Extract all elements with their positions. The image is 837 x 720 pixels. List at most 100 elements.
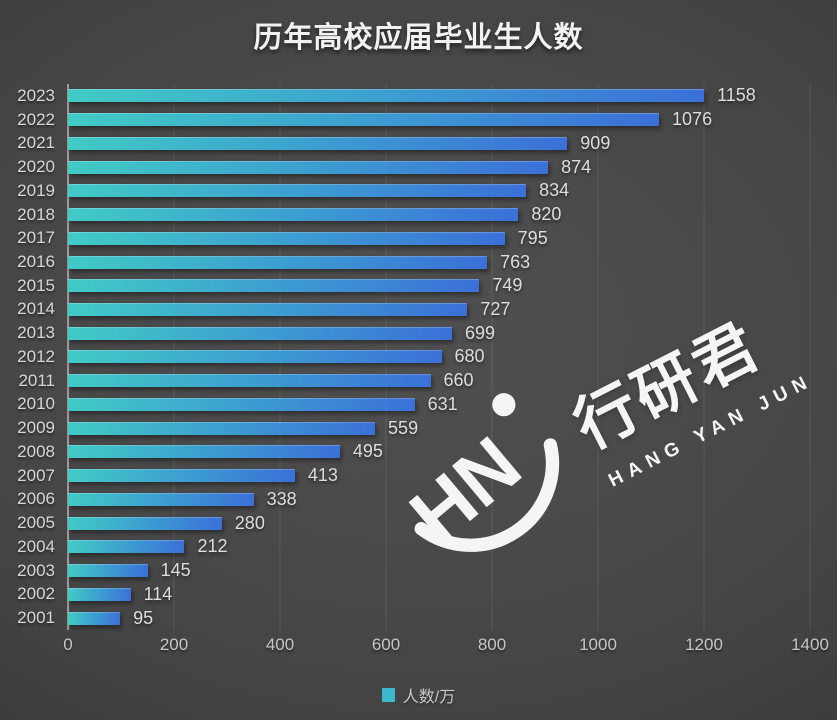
bar-2001 — [68, 611, 121, 625]
bar-track: 874 — [68, 155, 837, 179]
table-row: 2016 763 — [0, 250, 837, 274]
value-label: 1158 — [717, 85, 756, 106]
bar-2016 — [68, 255, 488, 269]
x-axis-tick: 800 — [477, 635, 507, 654]
x-axis-tick: 1200 — [685, 635, 723, 654]
gridline — [491, 84, 493, 630]
bar-track: 145 — [68, 559, 837, 583]
bar-track: 495 — [68, 440, 837, 464]
table-row: 2022 1076 — [0, 108, 837, 132]
legend-label: 人数/万 — [402, 689, 456, 706]
bar-track: 631 — [68, 393, 837, 417]
bar-track: 699 — [68, 321, 837, 345]
legend: 人数/万 — [0, 683, 837, 707]
value-label: 631 — [427, 393, 458, 414]
table-row: 2001 95 — [0, 606, 837, 630]
x-axis-tick: 1400 — [791, 635, 829, 654]
bar-2012 — [68, 350, 442, 364]
value-label: 795 — [517, 227, 548, 248]
y-axis-label: 2004 — [17, 536, 55, 556]
table-row: 2017 795 — [0, 226, 837, 250]
bar-2021 — [68, 136, 568, 150]
table-row: 2009 559 — [0, 416, 837, 440]
bar-track: 413 — [68, 464, 837, 488]
y-axis-label: 2008 — [17, 441, 55, 461]
value-label: 145 — [160, 560, 191, 581]
x-axis-tick: 600 — [371, 635, 401, 654]
y-axis-label: 2001 — [17, 608, 55, 628]
y-axis-label: 2009 — [17, 418, 55, 438]
bar-track: 909 — [68, 131, 837, 155]
y-axis-label: 2020 — [17, 157, 55, 177]
y-axis-label: 2003 — [17, 560, 55, 580]
page-title: 历年高校应届毕业生人数 — [253, 22, 584, 54]
y-axis-label: 2011 — [18, 370, 55, 390]
bar-track: 834 — [68, 179, 837, 203]
bar-2019 — [68, 184, 527, 198]
y-axis-label: 2005 — [17, 513, 55, 533]
table-row: 2010 631 — [0, 393, 837, 417]
table-row: 2021 909 — [0, 131, 837, 155]
bar-track: 1158 — [68, 84, 837, 108]
bar-track: 95 — [68, 606, 837, 630]
table-row: 2003 145 — [0, 559, 837, 583]
bar-track: 212 — [68, 535, 837, 559]
table-row: 2007 413 — [0, 464, 837, 488]
x-axis-tick: 1000 — [579, 635, 617, 654]
legend-marker-icon — [381, 688, 395, 702]
y-axis-label: 2014 — [17, 299, 55, 319]
y-axis-label: 2012 — [17, 346, 55, 366]
bar-2003 — [68, 564, 148, 578]
value-label: 909 — [580, 132, 611, 153]
value-label: 727 — [480, 298, 511, 319]
bar-2022 — [68, 113, 660, 127]
x-axis-tick: 0 — [63, 635, 73, 654]
value-label: 1076 — [672, 109, 713, 130]
bar-track: 280 — [68, 511, 837, 535]
bar-rows: 2023 1158 2022 1076 2021 909 2020 874 2019 834 201… — [0, 84, 837, 630]
y-axis-label: 2010 — [17, 394, 55, 414]
x-axis-tick: 400 — [265, 635, 295, 654]
table-row: 2013 699 — [0, 321, 837, 345]
value-label: 763 — [500, 251, 531, 272]
table-row: 2006 338 — [0, 487, 837, 511]
y-axis-label: 2016 — [17, 252, 55, 271]
table-row: 2004 212 — [0, 535, 837, 559]
bar-track: 795 — [68, 226, 837, 250]
table-row: 2012 680 — [0, 345, 837, 369]
value-label: 559 — [388, 417, 419, 438]
x-axis-tick: 200 — [159, 635, 189, 654]
table-row: 2015 749 — [0, 274, 837, 298]
table-row: 2020 874 — [0, 155, 837, 179]
table-row: 2023 1158 — [0, 84, 837, 108]
bar-track: 114 — [68, 582, 837, 606]
table-row: 2008 495 — [0, 440, 837, 464]
value-label: 699 — [464, 322, 495, 343]
gridline — [809, 84, 811, 630]
bar-2013 — [68, 326, 452, 340]
value-label: 874 — [561, 156, 592, 177]
table-row: 2018 820 — [0, 203, 837, 227]
value-label: 212 — [197, 536, 228, 557]
table-row: 2011 660 — [0, 369, 837, 393]
bar-track: 559 — [68, 416, 837, 440]
value-label: 749 — [492, 275, 523, 296]
value-label: 114 — [143, 583, 173, 604]
bar-track: 749 — [68, 274, 837, 298]
bar-chart: 2023 1158 2022 1076 2021 909 2020 874 2019 834 201… — [0, 84, 837, 654]
bar-track: 680 — [68, 345, 837, 369]
bar-2007 — [68, 469, 295, 483]
gridline — [597, 84, 599, 630]
bar-track: 820 — [68, 203, 837, 227]
value-label: 413 — [307, 465, 338, 486]
table-row: 2014 727 — [0, 298, 837, 322]
value-label: 95 — [133, 607, 154, 628]
bar-track: 660 — [68, 369, 837, 393]
table-row: 2019 834 — [0, 179, 837, 203]
bar-2020 — [68, 160, 549, 174]
bar-2006 — [68, 492, 254, 506]
x-axis: 0 200 400 600 800 1000 1200 1400 — [63, 635, 829, 659]
y-axis-label: 2019 — [17, 180, 55, 200]
bar-track: 338 — [68, 487, 837, 511]
bar-2005 — [68, 516, 222, 530]
